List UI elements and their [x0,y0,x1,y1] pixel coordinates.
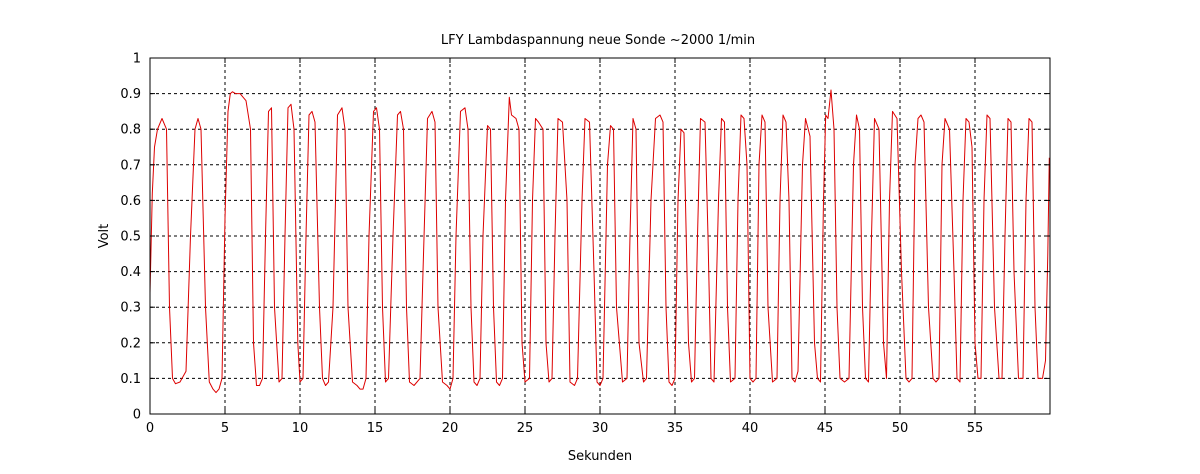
x-tick-label: 55 [967,421,984,436]
y-tick-label: 0 [133,408,141,423]
y-tick-label: 1 [133,52,141,67]
x-tick-label: 0 [146,421,154,436]
x-axis-label: Sekunden [568,449,632,464]
y-tick-label: 0.8 [120,123,141,138]
y-tick-label: 0.3 [120,301,141,316]
y-tick-label: 0.7 [120,158,141,173]
x-tick-label: 35 [667,421,684,436]
x-tick-label: 5 [221,421,229,436]
y-tick-label: 0.1 [120,372,141,387]
x-tick-label: 15 [367,421,384,436]
x-tick-label: 10 [292,421,309,436]
y-axis-label: Volt [97,224,112,249]
chart-title: LFY Lambdaspannung neue Sonde ~2000 1/mi… [441,33,755,48]
x-tick-label: 20 [442,421,459,436]
data-line-layer [149,89,1050,394]
x-axis: 0 5 10 15 20 25 30 35 40 45 50 55 [146,58,983,436]
y-tick-label: 0.6 [120,194,141,209]
x-tick-label: 50 [892,421,909,436]
x-tick-label: 40 [742,421,759,436]
y-tick-label: 0.9 [120,87,141,102]
x-tick-label: 45 [817,421,834,436]
x-tick-label: 30 [592,421,609,436]
y-tick-label: 0.4 [120,265,141,280]
y-axis: 0 0.1 0.2 0.3 0.4 0.5 0.6 0.7 0.8 0.9 1 [120,52,1050,423]
x-tick-label: 25 [517,421,534,436]
data-series-line [149,89,1050,394]
y-tick-label: 0.5 [120,230,141,245]
y-tick-label: 0.2 [120,336,141,351]
